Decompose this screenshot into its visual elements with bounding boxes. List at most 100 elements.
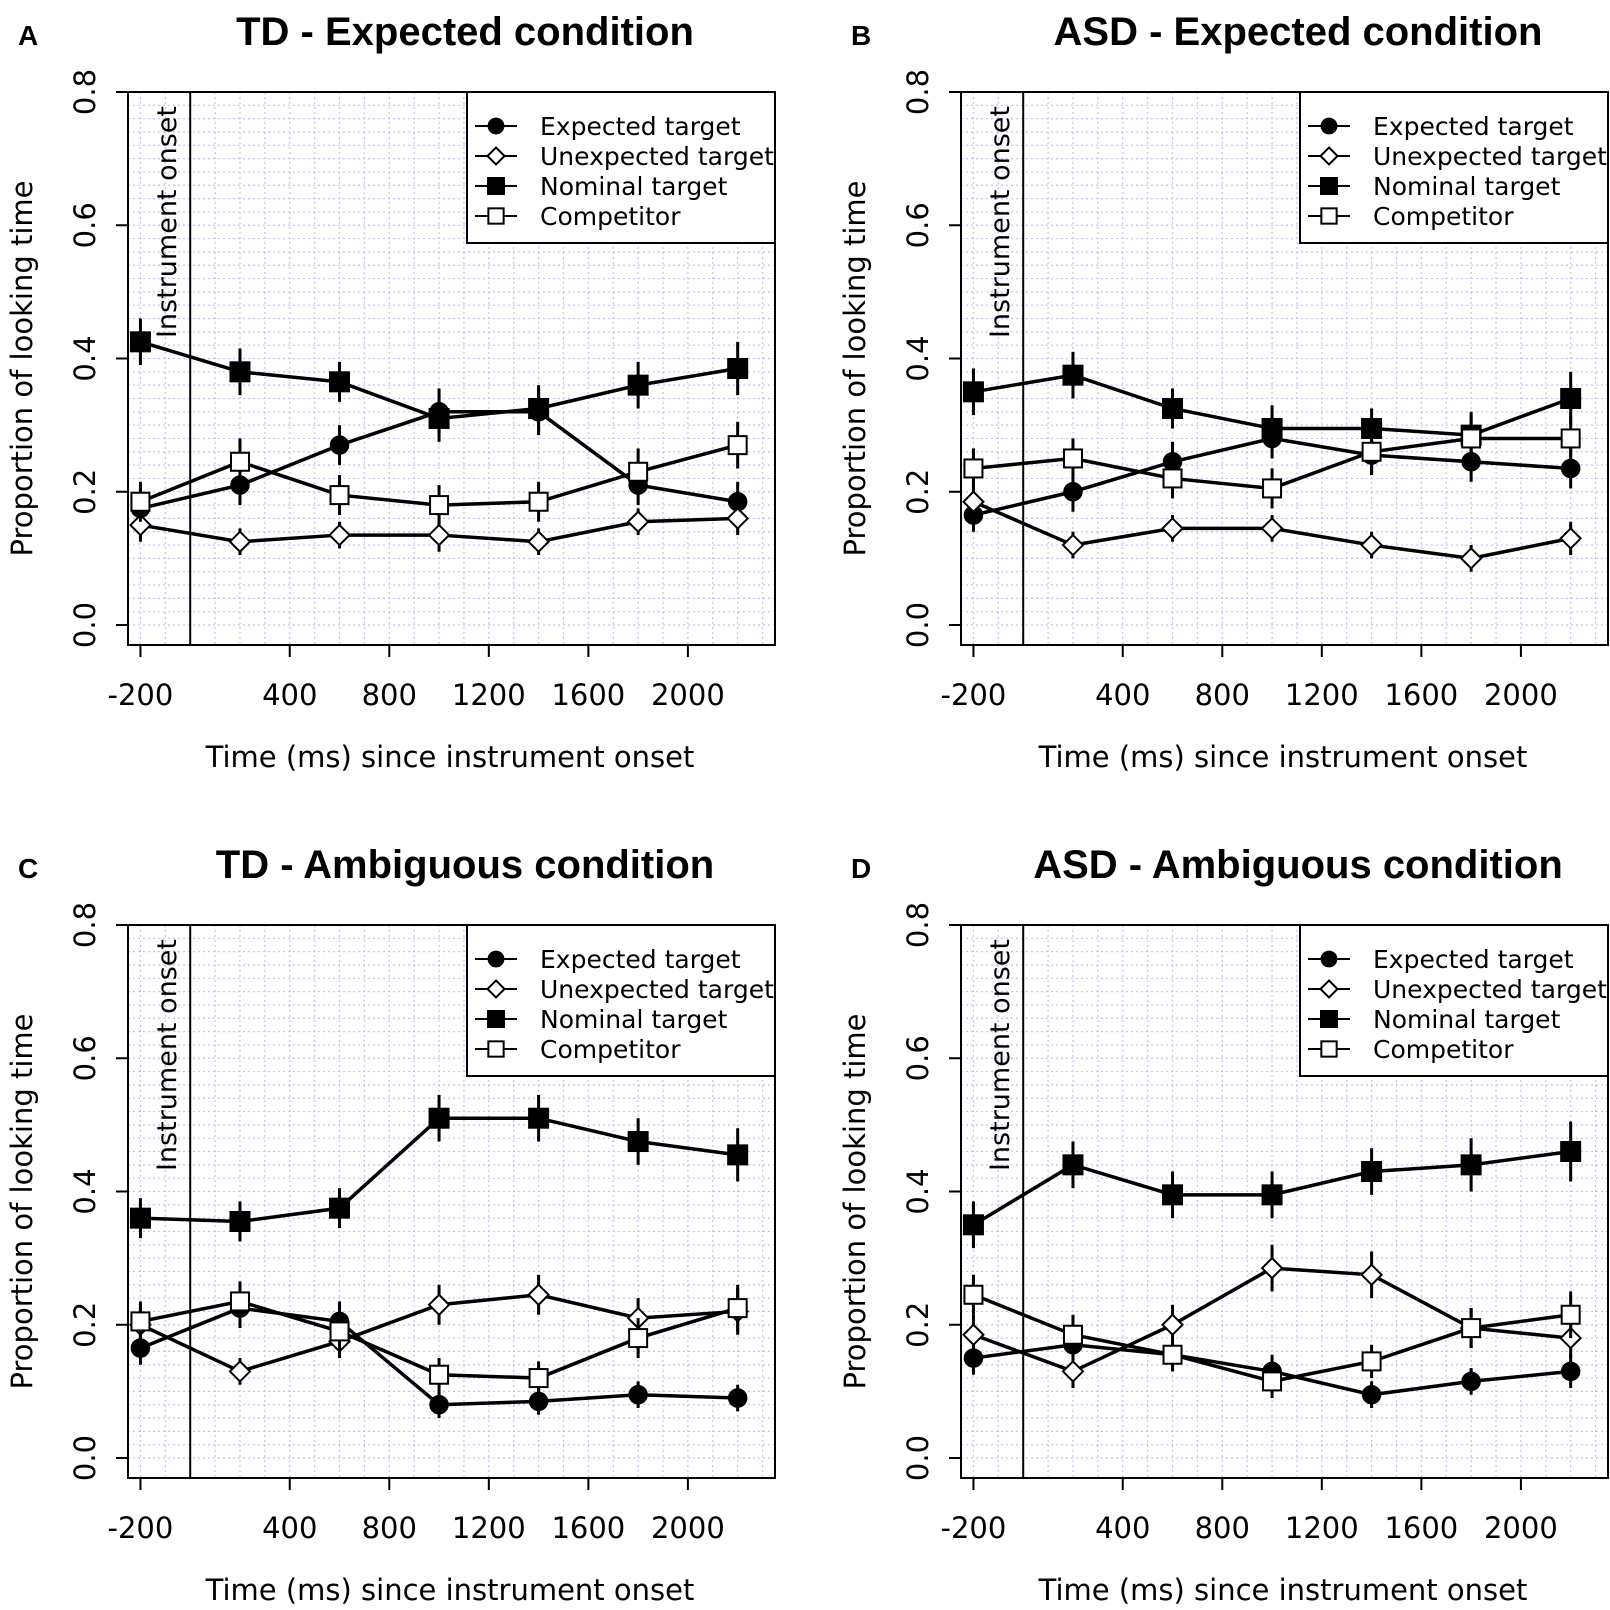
x-tick-label: 400 (1095, 678, 1150, 712)
data-point (428, 407, 450, 429)
data-point (727, 358, 749, 379)
data-point (1162, 468, 1183, 489)
panel-letter: A (18, 20, 38, 51)
legend-marker (1320, 1040, 1338, 1058)
data-point (1560, 1304, 1581, 1325)
data-point (727, 1298, 748, 1319)
data-point (1361, 1351, 1382, 1372)
data-point (328, 523, 351, 547)
data-point (1559, 526, 1583, 550)
data-point (727, 435, 748, 456)
data-point (1161, 516, 1184, 540)
data-point (427, 1293, 451, 1317)
legend-marker (1319, 146, 1339, 166)
legend-item: Unexpected target (475, 975, 774, 1004)
data-point (129, 1207, 151, 1229)
x-axis: -200 400 800 1200 1600 2000 (941, 645, 1558, 712)
x-tick-label: 800 (362, 678, 417, 712)
data-point (329, 371, 351, 393)
legend-label: Competitor (540, 1035, 681, 1064)
y-tick-label: 0.4 (68, 335, 102, 381)
y-tick-label: 0.2 (68, 469, 102, 515)
data-point (962, 1323, 985, 1347)
legend-item: Expected target (1308, 945, 1574, 974)
legend-item: Competitor (1308, 202, 1514, 231)
legend-marker (487, 1010, 505, 1028)
y-tick-label: 0.6 (901, 202, 935, 248)
data-point (1459, 546, 1483, 570)
y-tick-label: 0.0 (68, 602, 102, 648)
x-tick-label: 800 (1195, 1511, 1250, 1545)
series-nominal-target (129, 1094, 749, 1242)
y-tick-label: 0.6 (68, 202, 102, 248)
x-tick-label: 2000 (651, 678, 725, 712)
data-point (1560, 458, 1581, 479)
data-point (1062, 364, 1084, 386)
legend-item: Expected target (475, 112, 741, 141)
y-tick-label: 0.8 (901, 69, 935, 115)
legend-marker (487, 1040, 505, 1058)
legend-label: Expected target (540, 945, 741, 974)
data-point (1260, 516, 1284, 540)
data-point (329, 485, 350, 506)
data-point (727, 1388, 748, 1408)
x-tick-label: -200 (941, 678, 1007, 712)
data-point (528, 491, 549, 512)
y-axis: 0.0 0.2 0.4 0.6 0.8 (901, 69, 961, 648)
y-tick-label: 0.4 (901, 335, 935, 381)
legend-label: Nominal target (540, 172, 728, 201)
instrument-onset-label: Instrument onset (985, 106, 1016, 338)
legend-item: Competitor (475, 1035, 681, 1064)
series-competitor (963, 1274, 1581, 1399)
data-point (963, 458, 984, 479)
legend-marker (487, 177, 505, 195)
legend-marker (1319, 979, 1339, 999)
data-point (427, 523, 451, 547)
data-point (963, 1284, 984, 1305)
data-point (527, 1283, 551, 1307)
data-point (962, 1214, 984, 1236)
x-tick-label: 800 (362, 1511, 417, 1545)
panel-title: TD - Expected condition (236, 10, 694, 54)
chart-panel-b: B ASD - Expected condition Instrument onse… (838, 10, 1609, 774)
data-point (1361, 441, 1382, 462)
data-point (1162, 1344, 1183, 1365)
x-axis-label: Time (ms) since instrument onset (1038, 1573, 1528, 1607)
x-tick-label: -200 (108, 678, 174, 712)
data-point (962, 381, 984, 403)
y-tick-label: 0.0 (68, 1435, 102, 1481)
data-point (628, 1384, 648, 1405)
data-point (1161, 1313, 1184, 1337)
data-point (1461, 428, 1482, 449)
data-point (627, 1131, 649, 1153)
x-tick-label: 1200 (1285, 1511, 1359, 1545)
data-point (329, 1197, 351, 1219)
series-competitor (963, 415, 1581, 509)
x-axis-label: Time (ms) since instrument onset (205, 1573, 695, 1607)
y-axis-label: Proportion of looking time (838, 181, 872, 557)
data-point (627, 374, 649, 396)
y-tick-label: 0.6 (901, 1035, 935, 1081)
panel-title: ASD - Ambiguous condition (1033, 843, 1563, 887)
legend-label: Nominal target (1373, 172, 1561, 201)
legend-marker (487, 117, 505, 135)
data-point (1461, 1318, 1482, 1339)
data-point (726, 506, 750, 530)
legend-item: Nominal target (475, 1005, 728, 1034)
legend-label: Expected target (1373, 945, 1574, 974)
y-axis: 0.0 0.2 0.4 0.6 0.8 (68, 902, 128, 1481)
data-point (428, 1107, 450, 1129)
x-tick-label: 400 (262, 678, 317, 712)
data-point (1361, 1384, 1382, 1405)
legend-marker (1320, 177, 1338, 195)
panel-title: ASD - Expected condition (1054, 10, 1543, 54)
legend-marker (1320, 207, 1338, 225)
legend-item: Expected target (475, 945, 741, 974)
legend-label: Unexpected target (1373, 142, 1607, 171)
legend-label: Expected target (1373, 112, 1574, 141)
data-point (1061, 533, 1085, 557)
legend-marker (1320, 117, 1338, 135)
data-point (527, 530, 551, 554)
data-point (1262, 478, 1283, 499)
y-tick-label: 0.4 (68, 1168, 102, 1214)
